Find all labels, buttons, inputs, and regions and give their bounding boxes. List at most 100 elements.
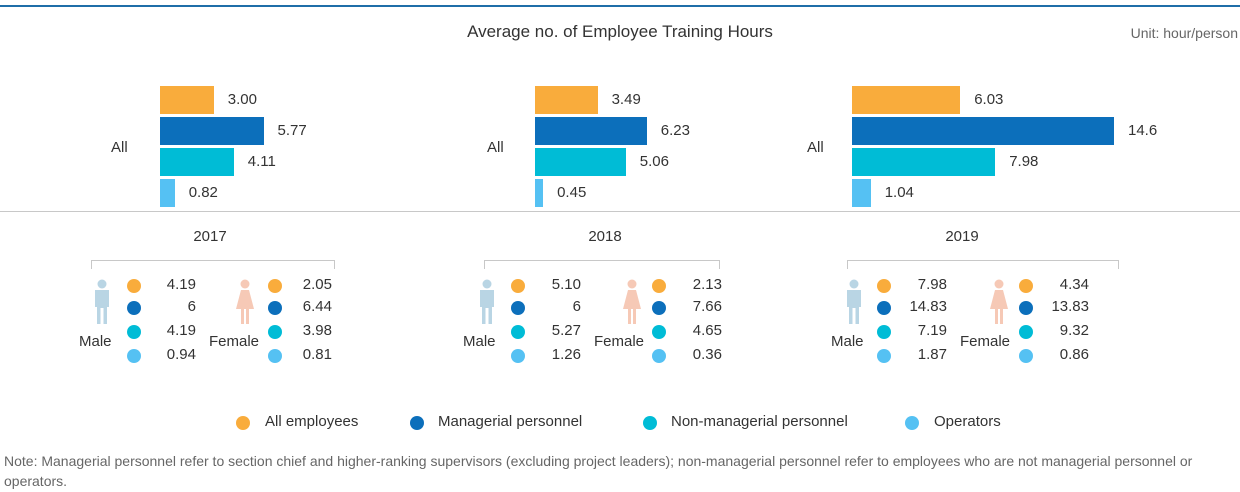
female-value-2017-non-managerial: 3.98 (302, 322, 332, 339)
bar-2018-managerial (535, 117, 647, 145)
bar-2017-operators (160, 179, 175, 207)
male-dot-2017-non-managerial (127, 325, 141, 339)
all-label-2018: All (487, 139, 504, 156)
bar-value-2019-all-employees: 6.03 (974, 91, 1004, 108)
female-dot-2017-all-employees (268, 279, 282, 293)
male-value-2018-operators: 1.26 (551, 346, 581, 363)
legend-label-operators: Operators (934, 413, 1001, 430)
male-value-2017-all-employees: 4.19 (166, 276, 196, 293)
female-value-2018-all-employees: 2.13 (692, 276, 722, 293)
female-label-2017: Female (209, 333, 260, 350)
bar-value-2017-all-employees: 3.00 (227, 91, 257, 108)
male-dot-2018-non-managerial (511, 325, 525, 339)
female-value-2018-managerial: 7.66 (692, 298, 722, 315)
top-rule (0, 5, 1240, 7)
female-value-2019-all-employees: 4.34 (1059, 276, 1089, 293)
bar-2019-managerial (852, 117, 1114, 145)
bar-2019-all-employees (852, 86, 961, 114)
male-dot-2018-managerial (511, 301, 525, 315)
bar-2017-all-employees (160, 86, 214, 114)
male-dot-2017-managerial (127, 301, 141, 315)
female-dot-2017-managerial (268, 301, 282, 315)
legend-dot-operators (905, 416, 919, 430)
male-dot-2019-non-managerial (877, 325, 891, 339)
all-label-2019: All (807, 139, 824, 156)
female-dot-2017-non-managerial (268, 325, 282, 339)
male-person-icon (480, 279, 494, 324)
male-person-icon (95, 279, 109, 324)
bar-2017-non-managerial (160, 148, 234, 176)
male-dot-2019-managerial (877, 301, 891, 315)
legend-dot-managerial (410, 416, 424, 430)
male-person-icon (847, 279, 861, 324)
female-value-2018-non-managerial: 4.65 (692, 322, 722, 339)
year-label-2018: 2018 (588, 228, 622, 245)
legend-dot-non-managerial (643, 416, 657, 430)
divider-line (0, 211, 1240, 212)
year-bracket-2018 (484, 260, 720, 269)
female-dot-2019-non-managerial (1019, 325, 1033, 339)
bar-value-2018-operators: 0.45 (557, 184, 587, 201)
female-label-2018: Female (594, 333, 645, 350)
bar-value-2017-non-managerial: 4.11 (247, 153, 276, 170)
year-bracket-2017 (91, 260, 335, 269)
female-dot-2019-operators (1019, 349, 1033, 363)
bar-2017-managerial (160, 117, 264, 145)
female-value-2019-managerial: 13.83 (1051, 298, 1089, 315)
bar-value-2018-all-employees: 3.49 (611, 91, 641, 108)
female-value-2017-all-employees: 2.05 (302, 276, 332, 293)
male-label-2019: Male (831, 333, 864, 350)
bar-value-2019-operators: 1.04 (884, 184, 914, 201)
legend-dot-all-employees (236, 416, 250, 430)
female-person-icon (623, 279, 641, 324)
bar-2019-operators (852, 179, 871, 207)
female-dot-2018-non-managerial (652, 325, 666, 339)
male-label-2017: Male (79, 333, 112, 350)
female-dot-2019-all-employees (1019, 279, 1033, 293)
female-value-2018-operators: 0.36 (692, 346, 722, 363)
female-dot-2017-operators (268, 349, 282, 363)
bar-value-2019-non-managerial: 7.98 (1009, 153, 1039, 170)
bar-2019-non-managerial (852, 148, 996, 176)
female-value-2017-managerial: 6.44 (302, 298, 332, 315)
legend-label-non-managerial: Non-managerial personnel (671, 413, 848, 430)
male-value-2017-managerial: 6 (187, 298, 196, 315)
unit-label: Unit: hour/person (1130, 25, 1238, 41)
male-value-2018-non-managerial: 5.27 (551, 322, 581, 339)
year-label-2017: 2017 (193, 228, 227, 245)
male-value-2017-non-managerial: 4.19 (166, 322, 196, 339)
bar-value-2018-managerial: 6.23 (660, 122, 690, 139)
male-value-2019-non-managerial: 7.19 (917, 322, 947, 339)
year-label-2019: 2019 (945, 228, 979, 245)
male-value-2019-operators: 1.87 (917, 346, 947, 363)
female-value-2019-non-managerial: 9.32 (1059, 322, 1089, 339)
male-value-2019-managerial: 14.83 (909, 298, 947, 315)
male-dot-2019-all-employees (877, 279, 891, 293)
female-value-2017-operators: 0.81 (302, 346, 332, 363)
female-dot-2018-operators (652, 349, 666, 363)
bar-value-2018-non-managerial: 5.06 (639, 153, 669, 170)
female-dot-2018-all-employees (652, 279, 666, 293)
bar-2018-all-employees (535, 86, 598, 114)
female-dot-2018-managerial (652, 301, 666, 315)
male-dot-2017-operators (127, 349, 141, 363)
legend-label-managerial: Managerial personnel (438, 413, 583, 430)
male-dot-2017-all-employees (127, 279, 141, 293)
male-dot-2019-operators (877, 349, 891, 363)
male-dot-2018-operators (511, 349, 525, 363)
female-person-icon (236, 279, 254, 324)
female-value-2019-operators: 0.86 (1059, 346, 1089, 363)
female-label-2019: Female (960, 333, 1011, 350)
bar-value-2017-operators: 0.82 (188, 184, 218, 201)
male-value-2018-managerial: 6 (572, 298, 581, 315)
chart-title: Average no. of Employee Training Hours (467, 22, 773, 41)
bar-value-2019-managerial: 14.6 (1128, 122, 1158, 139)
male-dot-2018-all-employees (511, 279, 525, 293)
male-value-2019-all-employees: 7.98 (917, 276, 947, 293)
bar-value-2017-managerial: 5.77 (277, 122, 307, 139)
bar-2018-non-managerial (535, 148, 626, 176)
bar-2018-operators (535, 179, 544, 207)
all-label-2017: All (111, 139, 128, 156)
legend-label-all-employees: All employees (265, 413, 359, 430)
male-label-2018: Male (463, 333, 496, 350)
